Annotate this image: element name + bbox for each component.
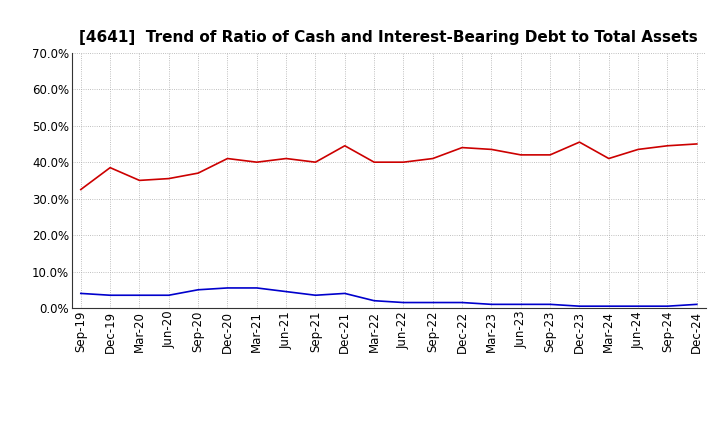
Interest-Bearing Debt	[253, 285, 261, 290]
Interest-Bearing Debt	[634, 304, 642, 309]
Cash	[663, 143, 672, 148]
Interest-Bearing Debt	[605, 304, 613, 309]
Interest-Bearing Debt	[663, 304, 672, 309]
Interest-Bearing Debt	[693, 302, 701, 307]
Interest-Bearing Debt	[311, 293, 320, 298]
Interest-Bearing Debt	[164, 293, 173, 298]
Cash	[458, 145, 467, 150]
Cash	[341, 143, 349, 148]
Line: Interest-Bearing Debt: Interest-Bearing Debt	[81, 288, 697, 306]
Interest-Bearing Debt	[106, 293, 114, 298]
Interest-Bearing Debt	[575, 304, 584, 309]
Cash	[76, 187, 85, 192]
Interest-Bearing Debt	[135, 293, 144, 298]
Title: [4641]  Trend of Ratio of Cash and Interest-Bearing Debt to Total Assets: [4641] Trend of Ratio of Cash and Intere…	[79, 29, 698, 45]
Cash	[428, 156, 437, 161]
Cash	[399, 160, 408, 165]
Cash	[194, 170, 202, 176]
Interest-Bearing Debt	[516, 302, 525, 307]
Cash	[223, 156, 232, 161]
Cash	[575, 139, 584, 145]
Interest-Bearing Debt	[194, 287, 202, 293]
Interest-Bearing Debt	[282, 289, 290, 294]
Cash	[516, 152, 525, 158]
Interest-Bearing Debt	[487, 302, 496, 307]
Cash	[106, 165, 114, 170]
Interest-Bearing Debt	[341, 291, 349, 296]
Interest-Bearing Debt	[399, 300, 408, 305]
Cash	[546, 152, 554, 158]
Interest-Bearing Debt	[458, 300, 467, 305]
Interest-Bearing Debt	[76, 291, 85, 296]
Line: Cash: Cash	[81, 142, 697, 190]
Interest-Bearing Debt	[223, 285, 232, 290]
Cash	[487, 147, 496, 152]
Cash	[135, 178, 144, 183]
Interest-Bearing Debt	[428, 300, 437, 305]
Cash	[311, 160, 320, 165]
Cash	[693, 141, 701, 147]
Cash	[164, 176, 173, 181]
Interest-Bearing Debt	[370, 298, 379, 303]
Cash	[253, 160, 261, 165]
Cash	[605, 156, 613, 161]
Cash	[282, 156, 290, 161]
Cash	[634, 147, 642, 152]
Cash	[370, 160, 379, 165]
Interest-Bearing Debt	[546, 302, 554, 307]
